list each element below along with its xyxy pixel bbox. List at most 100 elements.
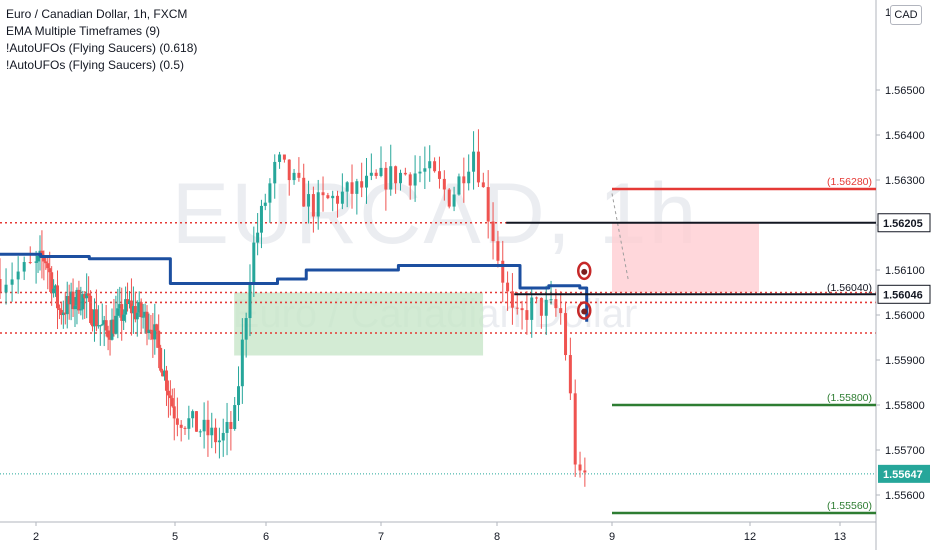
black-lower-badge <box>877 284 931 304</box>
indicator-ufo-0618[interactable]: !AutoUFOs (Flying Saucers) (0.618) <box>6 41 198 55</box>
candle-body-67 <box>153 324 157 340</box>
candle-body-158 <box>539 297 543 316</box>
candle-body-122 <box>365 175 369 188</box>
candle-body-33 <box>87 293 91 296</box>
candle-body-78 <box>175 418 179 425</box>
candle-body-120 <box>355 181 359 194</box>
green-target-1-label: (1.55800) <box>827 392 872 404</box>
candle-body-16 <box>54 285 58 289</box>
candle-body-113 <box>321 192 325 196</box>
indicator-ema[interactable]: EMA Multiple Timeframes (9) <box>6 24 161 38</box>
ufo-marker-lower-dot <box>581 308 588 315</box>
candle-body-43 <box>106 330 110 338</box>
candle-body-24 <box>69 291 73 305</box>
candle-body-73 <box>164 370 168 391</box>
candle-body-115 <box>331 195 335 199</box>
y-tick-1.56500: 1.56500 <box>885 85 925 97</box>
currency-badge[interactable]: CAD <box>890 5 922 25</box>
candle-body-134 <box>423 168 427 172</box>
candle-body-93 <box>233 405 237 429</box>
candle-body-84 <box>198 431 202 433</box>
candle-body-77 <box>172 406 176 419</box>
candle-body-89 <box>217 440 221 443</box>
candle-body-79 <box>179 424 183 428</box>
candle-body-105 <box>282 154 286 160</box>
candle-body-144 <box>472 151 476 172</box>
candle-body-114 <box>326 195 330 199</box>
candle-body-132 <box>413 173 417 186</box>
candle-body-57 <box>133 306 137 320</box>
candle-body-36 <box>92 309 96 327</box>
candle-body-52 <box>124 299 128 315</box>
candle-body-139 <box>447 189 451 207</box>
candle-body-21 <box>63 312 67 315</box>
candle-body-154 <box>520 308 524 311</box>
candle-body-46 <box>112 319 116 334</box>
candle-body-29 <box>79 309 83 311</box>
y-tick-1.55900: 1.55900 <box>885 355 925 367</box>
candle-body-39 <box>98 325 102 327</box>
candle-body-35 <box>91 323 95 327</box>
candle-body-163 <box>564 313 568 356</box>
candle-body-4 <box>22 262 26 272</box>
candle-body-3 <box>16 271 20 280</box>
candle-body-102 <box>268 183 272 203</box>
candle-body-74 <box>166 390 170 396</box>
candle-body-20 <box>61 312 65 316</box>
candle-body-151 <box>506 282 510 292</box>
candle-body-96 <box>244 318 248 340</box>
candle-body-18 <box>57 308 61 310</box>
candle-body-19 <box>59 309 63 316</box>
candle-body-22 <box>65 296 69 315</box>
candle-body-165 <box>573 393 577 465</box>
chart-legend: Euro / Canadian Dollar, 1h, FXCM EMA Mul… <box>6 6 197 74</box>
candle-body-152 <box>510 291 514 308</box>
y-tick-1.55800: 1.55800 <box>885 400 925 412</box>
candle-body-118 <box>345 182 349 192</box>
y-tick-1.56400: 1.56400 <box>885 130 925 142</box>
ufo-marker-upper <box>577 261 592 281</box>
y-tick-1.55600: 1.55600 <box>885 490 925 502</box>
candle-body-31 <box>83 294 87 299</box>
candle-body-85 <box>202 419 206 432</box>
x-tick-5: 5 <box>172 531 178 543</box>
candle-body-100 <box>259 205 263 233</box>
candle-body-66 <box>151 330 155 340</box>
y-tick-1.55700: 1.55700 <box>885 445 925 457</box>
red-target-label: (1.56280) <box>827 176 872 188</box>
candle-body-127 <box>389 166 393 190</box>
candle-body-41 <box>102 320 106 325</box>
x-tick-6: 6 <box>263 531 269 543</box>
symbol-title[interactable]: Euro / Canadian Dollar, 1h, FXCM <box>6 7 188 21</box>
indicator-ufo-05[interactable]: !AutoUFOs (Flying Saucers) (0.5) <box>6 58 185 72</box>
candle-body-160 <box>549 299 553 301</box>
candle-body-61 <box>141 316 145 318</box>
candle-body-40 <box>100 324 104 326</box>
candle-body-30 <box>81 294 85 310</box>
candle-body-123 <box>369 172 373 176</box>
candle-body-149 <box>496 241 500 261</box>
y-tick-1.56100: 1.56100 <box>885 265 925 277</box>
candle-body-99 <box>256 232 260 243</box>
y-tick-1.56300: 1.56300 <box>885 175 925 187</box>
candle-body-148 <box>491 221 495 242</box>
candle-body-23 <box>67 296 71 305</box>
candle-body-91 <box>225 421 229 433</box>
candle-body-47 <box>114 315 118 334</box>
candle-body-72 <box>163 370 167 377</box>
candle-body-167 <box>583 470 587 473</box>
candle-body-2 <box>10 279 14 285</box>
time-axis: 2 5 6 7 8 9 12 13 <box>0 521 876 543</box>
candle-body-65 <box>149 329 153 331</box>
candle-body-146 <box>481 182 485 188</box>
y-tick-1.56000: 1.56000 <box>885 310 925 322</box>
candle-body-1 <box>4 284 8 293</box>
candle-body-129 <box>398 172 402 184</box>
candle-body-60 <box>139 302 143 318</box>
x-tick-2: 2 <box>33 531 39 543</box>
last-price-badge <box>878 464 930 483</box>
black-upper-badge-text: 1.56205 <box>883 218 923 230</box>
candle-body-83 <box>194 411 198 432</box>
